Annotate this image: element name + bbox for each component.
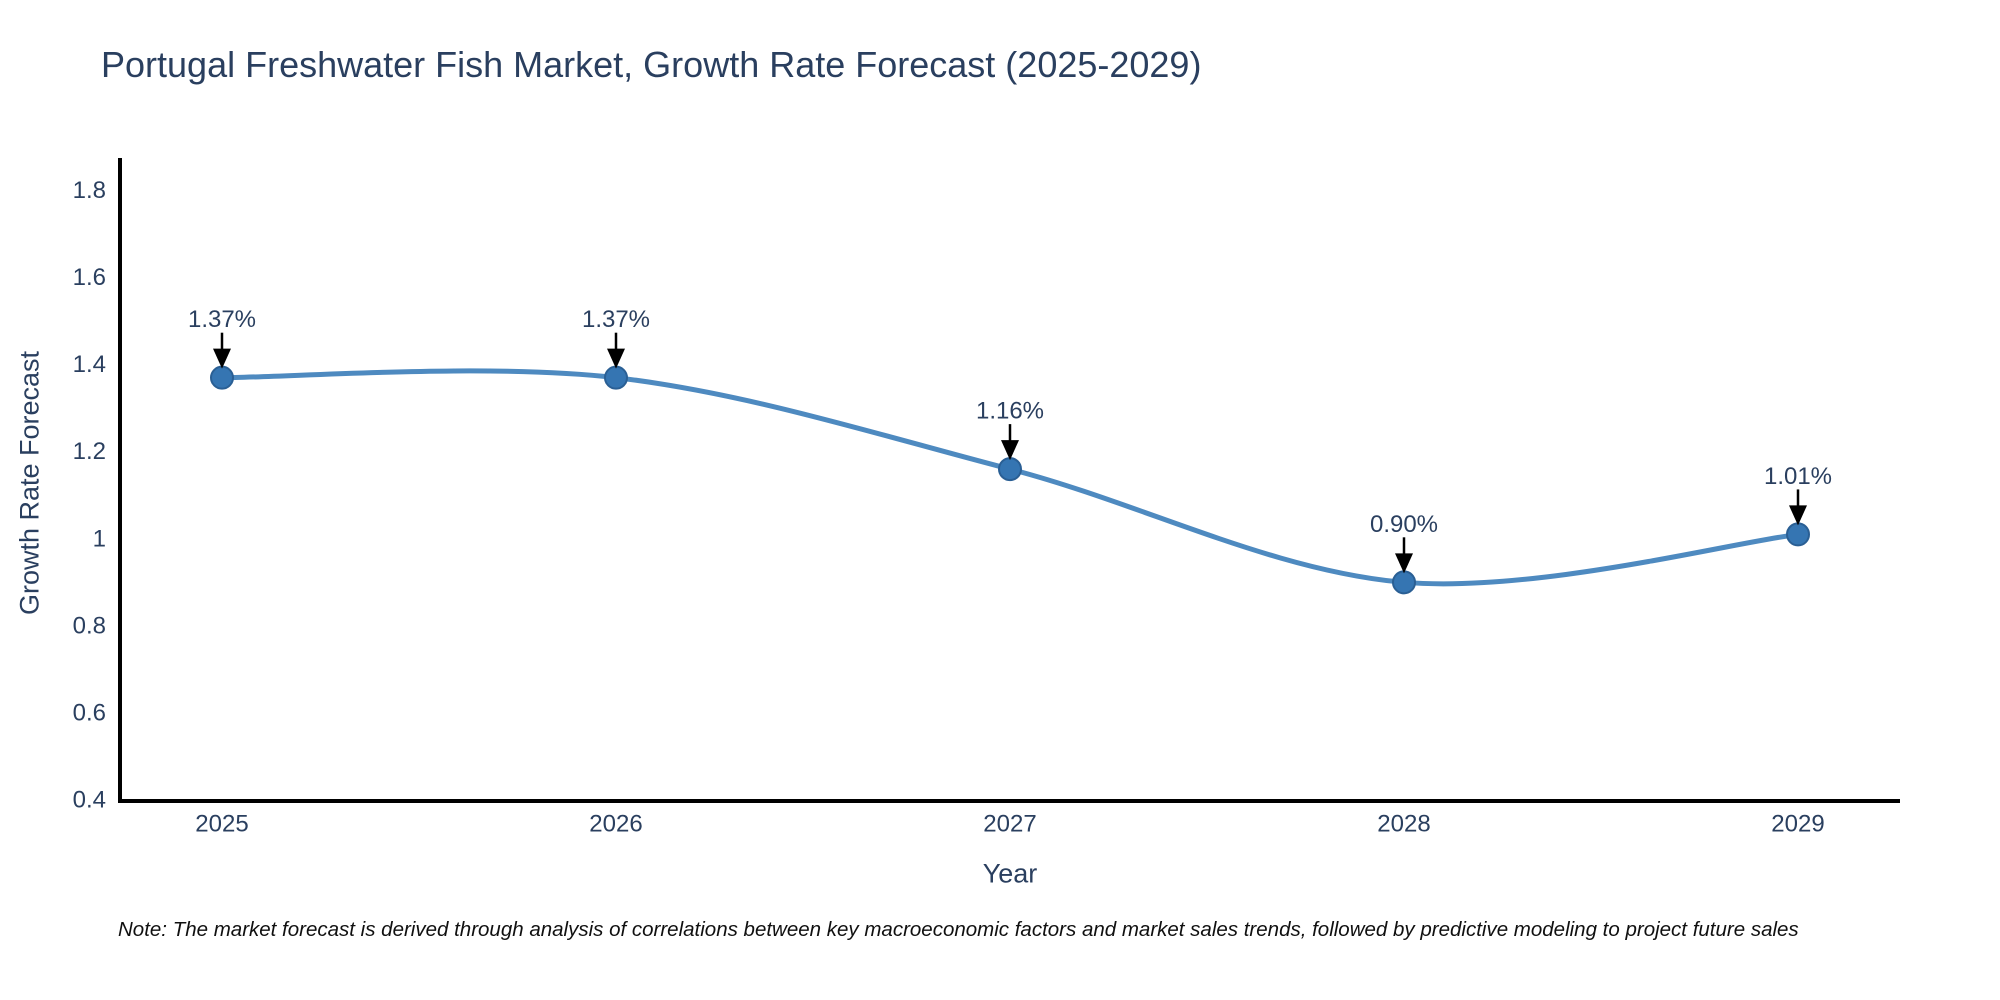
y-tick-label: 1	[93, 525, 106, 552]
x-tick-label: 2029	[1771, 811, 1824, 838]
y-axis-title: Growth Rate Forecast	[14, 350, 45, 616]
annotation-label: 1.01%	[1764, 463, 1832, 490]
annotation-label: 1.37%	[188, 306, 256, 333]
annotation-label: 1.16%	[976, 398, 1044, 425]
chart-title: Portugal Freshwater Fish Market, Growth …	[101, 44, 1202, 85]
annotation-label: 0.90%	[1370, 511, 1438, 538]
y-tick-label: 0.4	[73, 787, 106, 814]
y-tick-label: 1.4	[73, 351, 106, 378]
x-tick-label: 2027	[983, 811, 1036, 838]
data-point-marker[interactable]	[210, 365, 234, 390]
annotation-arrowhead	[1001, 440, 1019, 461]
x-axis-title: Year	[982, 858, 1038, 889]
data-point-marker[interactable]	[1392, 570, 1416, 595]
y-tick-label: 0.8	[73, 612, 106, 639]
annotation-arrowhead	[1395, 553, 1413, 574]
data-point-marker[interactable]	[1786, 522, 1810, 547]
data-point-marker[interactable]	[998, 457, 1022, 482]
annotation-arrowhead	[607, 348, 625, 369]
y-tick-label: 1.6	[73, 264, 106, 291]
footnote: Note: The market forecast is derived thr…	[118, 918, 1799, 941]
annotation-label: 1.37%	[582, 306, 650, 333]
annotation-arrowhead	[213, 348, 231, 369]
y-tick-label: 0.6	[73, 699, 106, 726]
x-tick-label: 2026	[589, 811, 642, 838]
data-point-marker[interactable]	[604, 365, 628, 390]
y-tick-label: 1.8	[73, 177, 106, 204]
annotation-arrowhead	[1789, 505, 1807, 526]
y-tick-label: 1.2	[73, 438, 106, 465]
x-tick-label: 2025	[195, 811, 248, 838]
x-tick-label: 2028	[1377, 811, 1430, 838]
